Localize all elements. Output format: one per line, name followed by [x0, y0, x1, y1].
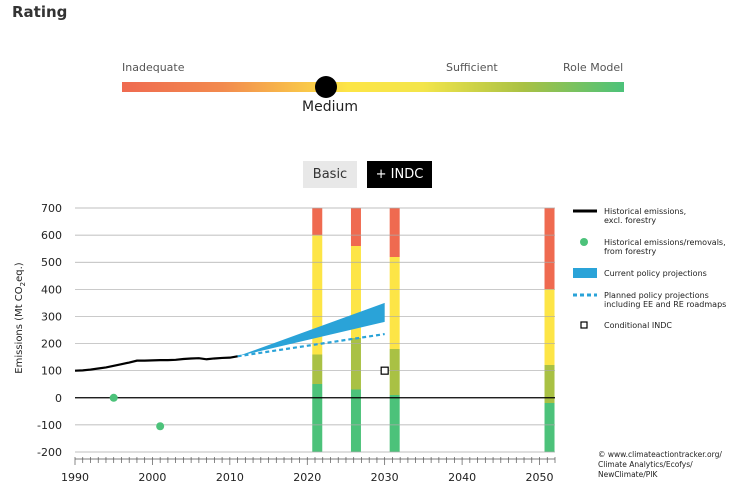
x-tick-label: 1990	[61, 471, 89, 484]
y-tick-label: 100	[41, 365, 62, 378]
legend-label: Current policy projections	[604, 269, 707, 278]
planned-policy-line	[237, 332, 385, 358]
legend-item: Historical emissions/removals,from fores…	[580, 238, 726, 256]
y-tick-label: 400	[41, 283, 62, 296]
y-tick-label: 600	[41, 229, 62, 242]
series	[74, 302, 389, 431]
y-tick-label: 200	[41, 338, 62, 351]
rating-indicator-knob	[315, 76, 337, 98]
y-tick-label: 700	[41, 202, 62, 215]
current-policy-band	[237, 302, 385, 357]
rating-bar-2025	[350, 208, 361, 452]
legend-label: Historical emissions/removals,	[604, 238, 726, 247]
y-tick-label: -100	[37, 419, 62, 432]
x-tick-label: 2010	[216, 471, 244, 484]
legend-label: Conditional INDC	[604, 321, 672, 330]
legend-square-symbol	[580, 321, 588, 329]
legend-item: Conditional INDC	[580, 321, 672, 330]
legend-label-line2: including EE and RE roadmaps	[604, 300, 726, 309]
rating-label-inadequate: Inadequate	[122, 61, 185, 74]
legend-item: Historical emissions,excl. forestry	[573, 207, 686, 225]
credit-text: © www.climateactiontracker.org/Climate A…	[598, 450, 722, 479]
legend-dot-symbol	[580, 238, 588, 246]
x-tick-label: 2030	[371, 471, 399, 484]
x-tick-label: 2040	[448, 471, 476, 484]
historical-emissions-line	[74, 355, 238, 372]
legend-item: Current policy projections	[573, 268, 707, 278]
y-tick-label: 500	[41, 256, 62, 269]
y-tick-label: -200	[37, 446, 62, 459]
x-tick-label: 2020	[293, 471, 321, 484]
legend-band-symbol	[573, 268, 597, 278]
rating-label-sufficient: Sufficient	[446, 61, 498, 74]
emissions-chart: 700 600 500 400 300 200 100 0 -100 -200 1990 2000 2…	[14, 202, 726, 484]
rating-scale-bar	[122, 82, 624, 92]
tab-indc[interactable]: + INDC	[367, 161, 432, 188]
rating-value: Medium	[302, 99, 358, 115]
page-title: Rating	[12, 3, 68, 21]
rating-label-role-model: Role Model	[563, 61, 624, 74]
legend-label-line2: excl. forestry	[604, 216, 656, 225]
legend: Historical emissions,excl. forestryHisto…	[573, 207, 726, 330]
y-axis-label: Emissions (Mt CO2eq.)	[14, 262, 27, 374]
x-axis: 1990 2000 2010 2020 2030 2040 2050	[61, 457, 556, 484]
credit-line: NewClimate/PIK	[598, 470, 658, 479]
x-tick-label: 2000	[138, 471, 166, 484]
legend-label-line2: from forestry	[604, 247, 657, 256]
x-tick-label: 2050	[526, 471, 554, 484]
credit-line: © www.climateactiontracker.org/	[598, 450, 722, 459]
credit-line: Climate Analytics/Ecofys/	[598, 460, 693, 469]
tab-basic[interactable]: Basic	[303, 161, 357, 188]
y-tick-label: 300	[41, 310, 62, 323]
gridlines	[75, 207, 555, 453]
rating-bar-2050	[544, 208, 555, 452]
y-tick-label: 0	[55, 392, 62, 405]
forestry-point	[109, 393, 118, 402]
y-tick-labels: 700 600 500 400 300 200 100 0 -100 -200	[37, 202, 62, 459]
legend-label: Planned policy projections	[604, 291, 709, 300]
forestry-point	[156, 422, 165, 431]
conditional-indc-marker	[380, 366, 389, 375]
legend-label: Historical emissions,	[604, 207, 686, 216]
rating-bar-2030	[389, 208, 400, 452]
